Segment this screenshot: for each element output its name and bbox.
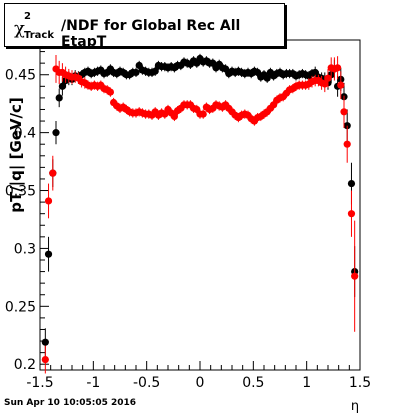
data-point [347,179,356,188]
data-point [347,210,356,218]
data-point [343,140,351,148]
data-point [263,74,271,82]
x-axis-ticks: -1.5 -1 -0.5 0 0.5 1 1.5 [26,361,371,391]
data-point [41,355,49,364]
data-point [340,108,348,116]
y-axis-label: pT/|q| [GeV/c] [7,97,26,213]
title-subscript: Track [24,30,54,41]
footer-datetime: Sun Apr 10 10:05:05 2016 [4,398,137,408]
data-point [49,169,57,177]
series-black [41,53,359,357]
data-point [55,94,63,102]
data-point [170,112,178,121]
x-tick-label: 1 [302,375,311,391]
data-point [151,67,159,75]
chart-title: /NDF for Global Rec All EtapT [61,18,241,50]
data-series [41,53,359,374]
data-point [41,338,49,346]
y-tick-label: 0.2 [14,357,36,373]
y-tick-label: 0.45 [5,68,36,84]
y-tick-label: 0.4 [14,126,36,142]
chart-title-box: χ 2 Track /NDF for Global Rec All EtapT [4,3,285,50]
data-point [44,197,53,205]
data-point [321,80,329,88]
title-superscript: 2 [24,11,31,22]
x-tick-label: 0.5 [242,375,264,391]
title-chi-symbol: χ [14,18,25,39]
x-tick-label: -1 [86,375,100,391]
x-tick-label: -1.5 [26,375,53,391]
y-tick-label: 0.3 [14,241,36,257]
data-point [337,81,345,89]
data-point [334,64,342,72]
data-point [351,272,359,280]
data-point [44,250,53,258]
data-point [58,82,66,90]
y-axis-ticks: 0.2 0.25 0.3 0.35 0.4 0.45 [5,51,49,373]
x-tick-label: 1.5 [349,375,371,391]
data-point [52,129,60,137]
x-tick-label: 0 [196,375,205,391]
data-point [324,74,332,82]
y-tick-label: 0.35 [5,184,36,200]
data-point [106,88,114,96]
x-axis-label: η [351,399,359,414]
x-tick-label: -0.5 [133,375,160,391]
series-red [41,55,359,374]
data-point [199,110,207,118]
y-tick-label: 0.25 [5,299,36,315]
data-point [132,68,140,77]
